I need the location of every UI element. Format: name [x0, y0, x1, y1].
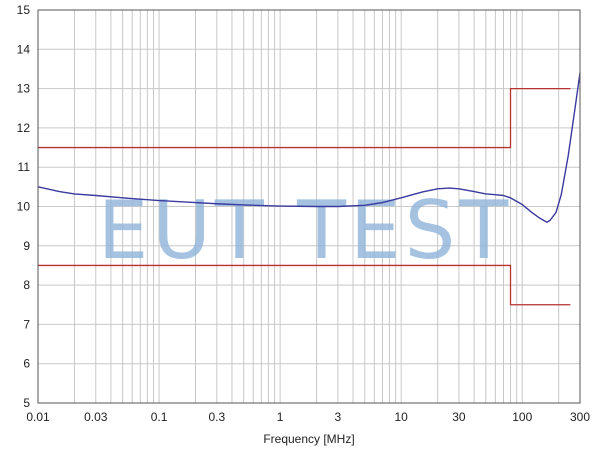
x-tick-label: 30 — [452, 410, 466, 424]
y-tick-label: 15 — [17, 3, 31, 17]
x-tick-label: 3 — [335, 410, 342, 424]
series-line-3 — [38, 264, 571, 306]
x-tick-label: 1 — [277, 410, 284, 424]
x-tick-label: 0.1 — [151, 410, 168, 424]
y-tick-label: 5 — [23, 396, 30, 410]
y-tick-label: 12 — [17, 121, 31, 135]
plot-frame — [37, 9, 581, 404]
watermark-text: EUT TEST — [98, 184, 512, 277]
y-tick-label: 13 — [17, 82, 31, 96]
y-tick-label: 10 — [17, 200, 31, 214]
y-tick-label: 14 — [17, 42, 31, 56]
y-tick-label: 6 — [23, 357, 30, 371]
x-tick-label: 300 — [570, 410, 590, 424]
x-tick-label: 0.3 — [208, 410, 225, 424]
series-layer — [37, 72, 581, 306]
y-tick-label: 7 — [23, 317, 30, 331]
x-tick-labels: 0.01 0.03 0.1 0.3 1 3 10 30 100 300 — [26, 410, 590, 424]
x-axis-title: Frequency [MHz] — [263, 432, 354, 446]
grid — [37, 9, 581, 404]
x-tick-label: 10 — [395, 410, 409, 424]
x-tick-label: 100 — [512, 410, 532, 424]
y-tick-label: 11 — [18, 160, 31, 174]
series-line-2 — [38, 87, 571, 149]
y-tick-label: 9 — [23, 239, 30, 253]
x-tick-label: 0.03 — [84, 410, 108, 424]
x-tick-label: 0.01 — [26, 410, 50, 424]
y-tick-labels: 5 6 7 8 9 10 11 12 13 14 15 — [17, 3, 31, 410]
y-tick-label: 8 — [23, 278, 30, 292]
series-line-1 — [37, 72, 581, 223]
